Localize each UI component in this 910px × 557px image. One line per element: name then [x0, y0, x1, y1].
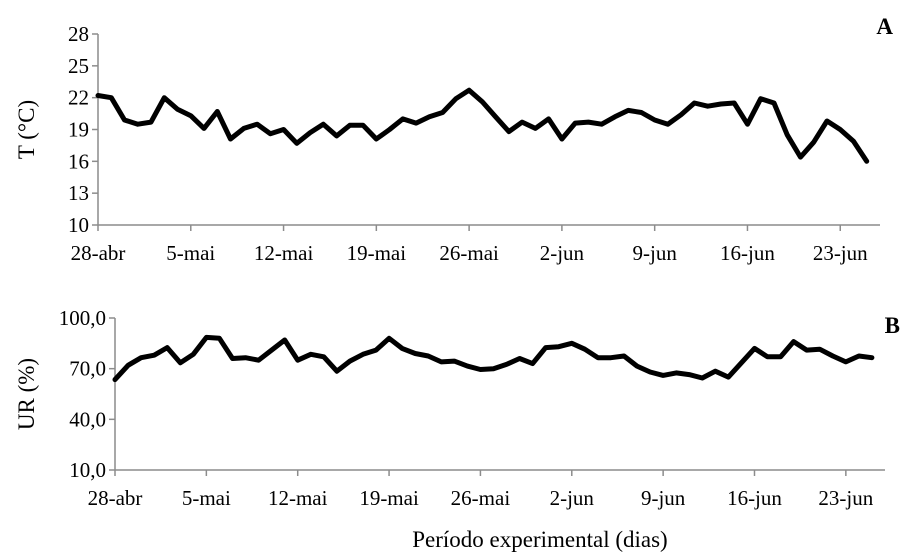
temp-x-tick-label: 9-jun: [633, 241, 678, 265]
temp-x-tick-label: 2-jun: [540, 241, 585, 265]
temp-x-tick-label: 19-mai: [347, 241, 407, 265]
rh-series-line: [112, 334, 875, 383]
rh-x-tick-label: 16-jun: [727, 486, 782, 510]
rh-y-tick-label: 70,0: [69, 357, 106, 381]
temp-y-tick-label: 28: [68, 22, 89, 46]
temp-x-tick-label: 16-jun: [720, 241, 775, 265]
rh-y-tick-label: 10,0: [69, 458, 106, 482]
temp-panel-letter: A: [876, 14, 893, 39]
rh-x-tick-label: 28-abr: [88, 486, 143, 510]
rh-x-tick-label: 26-mai: [451, 486, 511, 510]
temp-series-line: [95, 87, 870, 164]
temp-y-tick-label: 25: [68, 54, 89, 78]
temp-y-tick-label: 13: [68, 181, 89, 205]
rh-x-tick-label: 23-jun: [818, 486, 873, 510]
temp-y-tick-label: 22: [68, 86, 89, 110]
temp-x-tick-label: 12-mai: [254, 241, 314, 265]
temp-x-tick-label: 26-mai: [439, 241, 499, 265]
rh-x-tick-label: 5-mai: [182, 486, 231, 510]
temp-y-axis-title: T (°C): [14, 100, 39, 159]
temp-y-tick-label: 10: [68, 213, 89, 237]
rh-x-tick-label: 19-mai: [359, 486, 419, 510]
temp-x-tick-label: 23-jun: [813, 241, 868, 265]
rh-y-tick-label: 100,0: [59, 306, 106, 330]
temp-y-tick-label: 16: [68, 149, 89, 173]
temp-x-tick-label: 5-mai: [166, 241, 215, 265]
rh-x-tick-label: 9-jun: [641, 486, 686, 510]
temp-y-tick-label: 19: [68, 118, 89, 142]
temperature-panel: 10 13 16 19 22 25 28 28-abr 5-mai 12-mai 19-mai 26-…: [14, 14, 893, 265]
rh-y-axis-title: UR (%): [14, 358, 39, 430]
shared-x-axis-title: Período experimental (dias): [412, 527, 667, 552]
relative-humidity-panel: 10,0 40,0 70,0 100,0 28-abr 5-mai 12-mai 19-mai…: [14, 306, 900, 510]
rh-x-tick-label: 12-mai: [268, 486, 328, 510]
rh-panel-letter: B: [885, 313, 900, 338]
rh-x-tick-label: 2-jun: [550, 486, 595, 510]
temp-x-tick-label: 28-abr: [71, 241, 126, 265]
rh-y-tick-label: 40,0: [69, 407, 106, 431]
